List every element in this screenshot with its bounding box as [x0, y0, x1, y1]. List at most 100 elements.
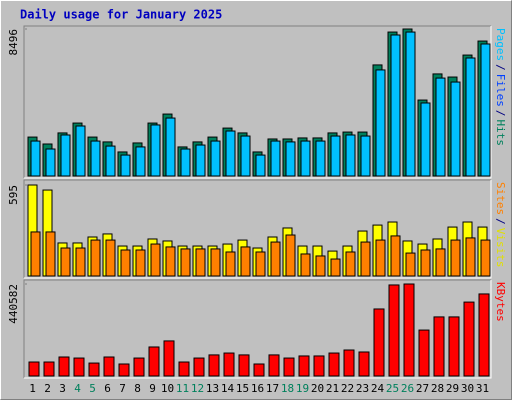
bar	[315, 255, 326, 277]
x-tick-label: 30	[461, 382, 474, 395]
x-tick-label: 14	[221, 382, 235, 395]
bar	[285, 234, 296, 277]
bar	[403, 283, 415, 377]
bar	[180, 248, 191, 277]
bar	[285, 141, 296, 177]
bar	[375, 69, 386, 177]
bar	[315, 140, 326, 177]
bar	[223, 352, 235, 377]
bar	[435, 77, 446, 177]
bar	[390, 34, 401, 177]
panel-label-part: /	[494, 64, 507, 71]
panel-label-part: Pages	[494, 28, 507, 61]
bar	[375, 239, 386, 277]
x-tick-label: 21	[326, 382, 339, 395]
bar	[298, 355, 310, 377]
bar	[210, 140, 221, 177]
panel-edge-light	[24, 180, 492, 279]
bar	[88, 362, 100, 377]
bar	[435, 248, 446, 277]
panel-edge-dark	[23, 25, 491, 178]
bar	[255, 251, 266, 277]
bar	[328, 352, 340, 377]
bar	[270, 140, 281, 177]
bar	[73, 357, 85, 377]
bar	[195, 144, 206, 177]
x-tick-label: 11	[176, 382, 189, 395]
bar	[60, 247, 71, 277]
x-tick-label: 20	[311, 382, 324, 395]
panel-label-part: Sites	[494, 182, 507, 215]
bar	[195, 248, 206, 277]
panel-label: KBytes	[494, 282, 507, 322]
bar	[180, 148, 191, 177]
bar	[43, 361, 55, 377]
bar	[405, 31, 416, 177]
x-tick-label: 24	[371, 382, 385, 395]
bar	[58, 356, 70, 377]
panel-label-part: Hits	[494, 120, 507, 147]
x-tick-label: 12	[191, 382, 204, 395]
panel-label-part: Visits	[494, 228, 507, 268]
bar	[103, 356, 115, 377]
x-tick-label: 23	[356, 382, 369, 395]
bar	[388, 284, 400, 377]
bar	[133, 357, 145, 377]
panel-label-part: KBytes	[494, 282, 507, 322]
x-tick-label: 9	[149, 382, 156, 395]
bar	[210, 248, 221, 277]
bar	[30, 140, 41, 177]
bar	[360, 241, 371, 277]
bar	[150, 243, 161, 277]
bar	[373, 308, 385, 377]
bar	[390, 235, 401, 277]
bar	[478, 293, 490, 377]
panel-label: Pages / Files / Hits	[494, 28, 507, 146]
y-tick-label: 8496	[7, 29, 20, 56]
x-tick-label: 28	[431, 382, 444, 395]
bar	[178, 361, 190, 377]
bar	[120, 154, 131, 177]
bar	[480, 239, 491, 277]
bar	[418, 329, 430, 377]
bar	[60, 134, 71, 177]
bar	[163, 340, 175, 377]
panel-label: Sites / Visits	[494, 182, 507, 268]
x-tick-label: 26	[401, 382, 414, 395]
bar	[270, 241, 281, 277]
bar	[463, 301, 475, 377]
x-tick-label: 13	[206, 382, 219, 395]
bar	[135, 146, 146, 177]
bar	[268, 354, 280, 377]
bar	[420, 249, 431, 277]
panel-label-part: /	[494, 218, 507, 225]
panel-label-part: /	[494, 110, 507, 117]
bar	[238, 354, 250, 377]
bar	[225, 251, 236, 277]
bar	[90, 140, 101, 177]
bar	[300, 253, 311, 277]
panel-edge-light	[24, 26, 492, 179]
bar	[345, 134, 356, 177]
bar	[313, 355, 325, 377]
bar	[360, 135, 371, 177]
x-tick-label: 31	[476, 382, 489, 395]
bar	[253, 363, 265, 377]
bar	[208, 354, 220, 377]
y-tick-label: 595	[7, 185, 20, 205]
x-tick-label: 22	[341, 382, 354, 395]
bar	[358, 351, 370, 377]
bar	[330, 135, 341, 177]
bar	[45, 231, 56, 277]
bar	[165, 246, 176, 277]
x-tick-label: 4	[74, 382, 81, 395]
bar	[255, 154, 266, 177]
bar	[120, 249, 131, 277]
bar	[405, 252, 416, 277]
chart-title: Daily usage for January 2025	[20, 8, 222, 22]
x-tick-label: 3	[59, 382, 66, 395]
bar	[90, 239, 101, 277]
x-tick-label: 27	[416, 382, 429, 395]
bar	[465, 57, 476, 177]
